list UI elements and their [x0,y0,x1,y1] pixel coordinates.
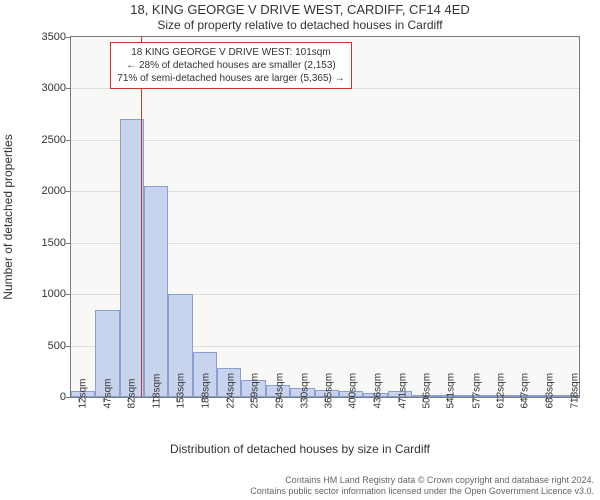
y-tick-label: 2000 [16,185,66,197]
y-tick-label: 500 [16,340,66,352]
y-tick-label: 3000 [16,82,66,94]
annotation-line1: 18 KING GEORGE V DRIVE WEST: 101sqm [117,46,344,59]
y-tick-label: 1500 [16,237,66,249]
y-tick-label: 2500 [16,134,66,146]
y-tick-mark [66,191,70,192]
y-tick-label: 1000 [16,288,66,300]
chart-container: 18, KING GEORGE V DRIVE WEST, CARDIFF, C… [0,0,600,500]
y-tick-mark [66,140,70,141]
y-tick-mark [66,294,70,295]
y-tick-label: 3500 [16,31,66,43]
footer-line2: Contains public sector information licen… [0,486,594,497]
footer-line1: Contains HM Land Registry data © Crown c… [0,475,594,486]
y-tick-mark [66,397,70,398]
annotation-line3: 71% of semi-detached houses are larger (… [117,72,344,85]
plot-area [70,36,580,398]
annotation-box: 18 KING GEORGE V DRIVE WEST: 101sqm ← 28… [110,42,351,89]
y-tick-mark [66,346,70,347]
y-tick-mark [66,88,70,89]
y-tick-mark [66,243,70,244]
annotation-line2: ← 28% of detached houses are smaller (2,… [117,59,344,72]
footer-attribution: Contains HM Land Registry data © Crown c… [0,475,600,498]
gridline [71,140,579,141]
x-axis-label: Distribution of detached houses by size … [0,442,600,456]
y-axis-label: Number of detached properties [1,134,15,299]
histogram-bar [144,186,168,397]
property-marker-line [141,37,142,397]
chart-title-line2: Size of property relative to detached ho… [0,18,600,32]
y-tick-mark [66,37,70,38]
chart-title-line1: 18, KING GEORGE V DRIVE WEST, CARDIFF, C… [0,2,600,17]
y-tick-label: 0 [16,391,66,403]
